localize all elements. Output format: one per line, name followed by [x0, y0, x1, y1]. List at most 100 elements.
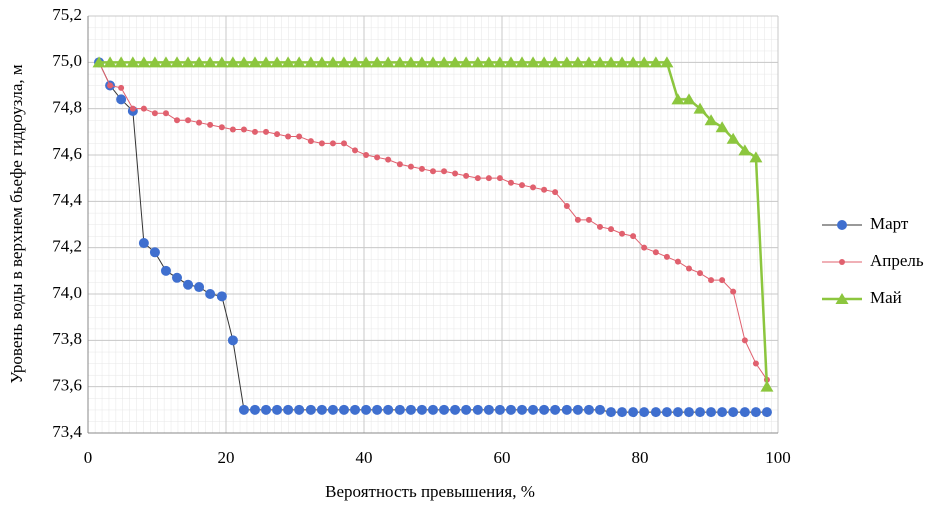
data-point: [249, 404, 260, 415]
data-point: [672, 407, 683, 418]
data-point: [174, 117, 181, 124]
data-point: [515, 56, 529, 68]
data-point: [728, 407, 739, 418]
data-point: [726, 132, 740, 144]
data-point: [192, 56, 206, 68]
data-point: [227, 335, 238, 346]
data-point: [118, 84, 125, 91]
data-point: [608, 226, 615, 233]
data-point: [504, 56, 518, 68]
data-point: [162, 110, 169, 117]
data-point: [226, 56, 240, 68]
data-point: [541, 186, 548, 193]
data-point: [229, 126, 236, 133]
data-point: [394, 404, 405, 415]
data-point: [719, 277, 726, 284]
data-point: [405, 404, 416, 415]
data-point: [619, 230, 626, 237]
data-point: [585, 216, 592, 223]
data-point: [183, 279, 194, 290]
data-point: [340, 140, 347, 147]
data-point: [685, 265, 692, 272]
data-point: [617, 407, 628, 418]
y-tick-label: 74,8: [52, 98, 82, 117]
data-point: [383, 404, 394, 415]
data-point: [505, 404, 516, 415]
data-point: [715, 121, 729, 133]
data-point: [695, 407, 706, 418]
data-point: [448, 56, 462, 68]
data-point: [474, 175, 481, 182]
data-point: [594, 404, 605, 415]
data-point: [539, 404, 550, 415]
data-point: [149, 247, 160, 258]
data-point: [216, 291, 227, 302]
data-point: [639, 407, 650, 418]
data-point: [561, 404, 572, 415]
data-point: [361, 404, 372, 415]
data-point: [350, 404, 361, 415]
x-tick-label: 0: [84, 448, 93, 467]
data-point: [138, 238, 149, 249]
legend-marker: [835, 293, 849, 304]
data-point: [693, 102, 707, 114]
data-point: [126, 56, 140, 68]
data-point: [563, 202, 570, 209]
data-point: [352, 147, 359, 154]
data-point: [706, 407, 717, 418]
data-point: [240, 126, 247, 133]
data-point: [416, 404, 427, 415]
data-point: [248, 56, 262, 68]
data-point: [261, 404, 272, 415]
data-point: [114, 56, 128, 68]
data-point: [550, 404, 561, 415]
data-point: [215, 56, 229, 68]
data-point: [359, 56, 373, 68]
data-point: [296, 133, 303, 140]
legend-label: Март: [870, 214, 909, 233]
data-point: [682, 93, 696, 105]
data-point: [593, 56, 607, 68]
data-point: [626, 56, 640, 68]
data-point: [628, 407, 639, 418]
data-point: [637, 56, 651, 68]
data-point: [683, 407, 694, 418]
data-point: [326, 56, 340, 68]
data-point: [148, 56, 162, 68]
data-point: [385, 156, 392, 163]
data-point: [140, 105, 147, 112]
data-point: [749, 151, 763, 163]
y-tick-label: 73,6: [52, 376, 82, 395]
legend-marker: [839, 259, 845, 265]
data-point: [318, 140, 325, 147]
data-point: [548, 56, 562, 68]
data-point: [528, 404, 539, 415]
data-point: [494, 404, 505, 415]
data-point: [430, 168, 436, 175]
data-point: [305, 404, 316, 415]
data-point: [526, 56, 540, 68]
data-point: [463, 172, 470, 179]
y-tick-label: 74,0: [52, 283, 82, 302]
y-tick-label: 74,2: [52, 237, 82, 256]
data-point: [517, 404, 528, 415]
data-point: [652, 249, 659, 256]
x-axis-label: Вероятность превышения, %: [325, 482, 535, 501]
data-point: [263, 128, 270, 135]
x-tick-label: 40: [356, 448, 373, 467]
y-tick-label: 75,2: [52, 5, 82, 24]
data-point: [519, 182, 526, 189]
data-point: [663, 253, 670, 260]
data-point: [151, 110, 158, 117]
data-point: [704, 114, 718, 126]
data-point: [641, 244, 648, 251]
data-point: [315, 56, 329, 68]
data-point: [207, 121, 214, 128]
data-point: [170, 56, 184, 68]
data-point: [407, 163, 414, 170]
x-tick-label: 100: [765, 448, 791, 467]
data-point: [103, 56, 117, 68]
legend-label: Май: [870, 288, 902, 307]
y-tick-label: 73,4: [52, 422, 82, 441]
data-point: [760, 380, 774, 392]
